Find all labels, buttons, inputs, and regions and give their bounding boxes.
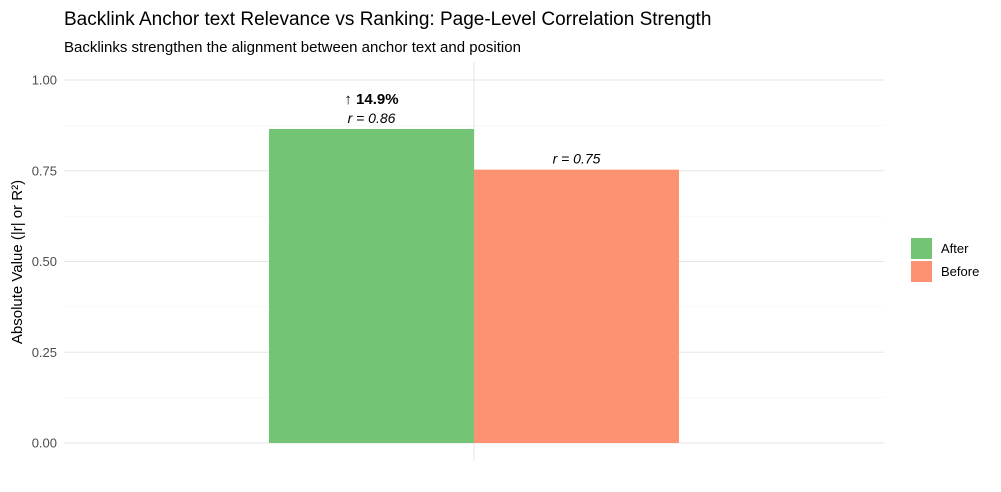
legend-label-after: After bbox=[941, 241, 969, 256]
chart-title: Backlink Anchor text Relevance vs Rankin… bbox=[64, 9, 711, 30]
y-tick-label: 0.75 bbox=[32, 163, 57, 178]
chart-subtitle: Backlinks strengthen the alignment betwe… bbox=[64, 39, 521, 56]
bar-label-after: r = 0.86 bbox=[348, 110, 396, 126]
bars-layer bbox=[269, 129, 679, 443]
bar-label-before: r = 0.75 bbox=[553, 151, 601, 167]
legend: After Before bbox=[911, 238, 979, 282]
y-tick-label: 0.50 bbox=[32, 254, 57, 269]
bar-after bbox=[269, 129, 474, 443]
change-annotation: ↑ 14.9% bbox=[344, 91, 398, 108]
bar-before bbox=[474, 169, 679, 443]
y-tick-label: 1.00 bbox=[32, 73, 57, 88]
legend-key-before bbox=[911, 261, 932, 282]
y-tick-label: 0.25 bbox=[32, 345, 57, 360]
y-tick-label: 0.00 bbox=[32, 436, 57, 451]
legend-key-after bbox=[911, 238, 932, 259]
legend-label-before: Before bbox=[941, 264, 979, 279]
y-axis: 0.00 0.25 0.50 0.75 1.00 bbox=[32, 73, 57, 451]
y-axis-title: Absolute Value (|r| or R²) bbox=[9, 180, 26, 344]
labels-layer: r = 0.86 ↑ 14.9% r = 0.75 bbox=[344, 91, 600, 167]
